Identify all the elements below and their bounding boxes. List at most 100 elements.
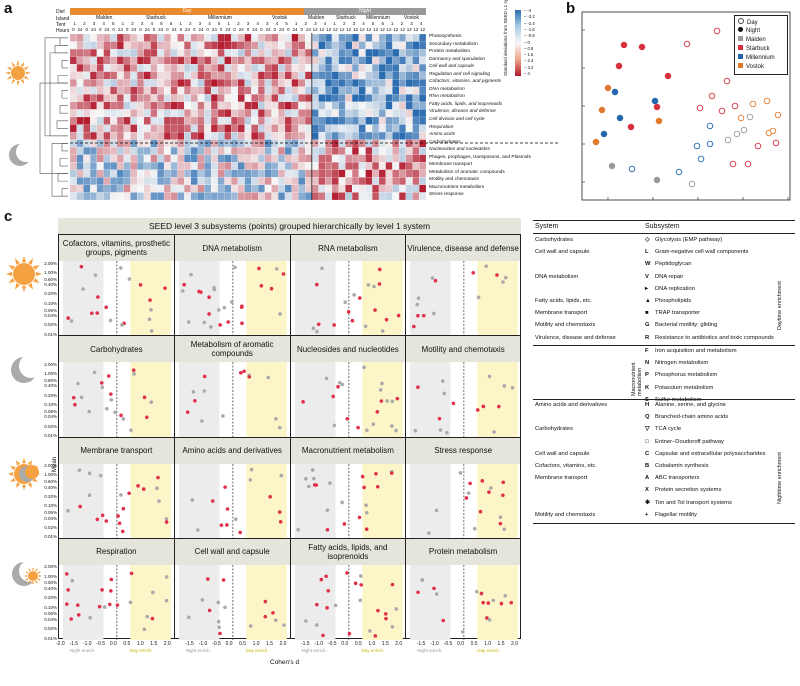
day-enrich-label: Day enrich. bbox=[245, 648, 269, 653]
heatmap-cell bbox=[123, 56, 131, 65]
heatmap-cell bbox=[90, 184, 97, 193]
legend-system: Fatty acids, lipids, etc. bbox=[535, 298, 593, 304]
heatmap-cell bbox=[190, 147, 198, 155]
heatmap-cell bbox=[419, 56, 427, 65]
subsystem-plot bbox=[178, 261, 287, 337]
heatmap-row-label: Cofactors, vitamins, and pigments bbox=[429, 79, 502, 85]
heatmap-cell bbox=[378, 64, 386, 72]
heatmap-cell bbox=[291, 132, 299, 140]
heatmap-cell bbox=[419, 147, 427, 155]
heatmap-cell bbox=[338, 33, 346, 42]
x-tick: -1.0 bbox=[82, 641, 92, 647]
subsystem-point bbox=[145, 614, 150, 619]
heatmap-cell bbox=[123, 86, 131, 95]
heatmap-cell bbox=[197, 116, 205, 125]
heatmap-cell bbox=[378, 41, 386, 50]
hour-label: 24 bbox=[211, 27, 217, 32]
subsystem-point bbox=[390, 582, 394, 587]
heatmap-cell bbox=[204, 64, 212, 72]
subsystem-point bbox=[182, 282, 186, 287]
heatmap-cell bbox=[231, 147, 238, 155]
heatmap-cell bbox=[157, 79, 165, 87]
heatmap-cell bbox=[338, 169, 346, 178]
sun-ray bbox=[31, 567, 35, 571]
heatmap-cell bbox=[392, 116, 400, 125]
panel-label-a: a bbox=[4, 0, 13, 17]
heatmap-cell bbox=[298, 86, 306, 95]
heatmap-cell bbox=[258, 116, 265, 125]
heatmap-cell bbox=[190, 86, 198, 95]
y-tick: 0.06% bbox=[44, 510, 57, 516]
heatmap-cell bbox=[412, 86, 420, 95]
subsystem-point bbox=[147, 317, 152, 322]
heatmap-cell bbox=[251, 56, 259, 65]
heatmap-cell bbox=[318, 33, 326, 42]
subsystem-point bbox=[233, 516, 238, 521]
heatmap-cell bbox=[264, 162, 272, 170]
heatmap-cell bbox=[217, 116, 225, 125]
heatmap-cell bbox=[224, 162, 232, 170]
subsystem-point bbox=[476, 408, 480, 413]
heatmap-cell bbox=[110, 139, 118, 148]
legend-symbol: ▸ bbox=[645, 285, 648, 292]
heatmap-cell bbox=[291, 184, 299, 193]
pca-point bbox=[737, 114, 745, 122]
heatmap-cell bbox=[150, 139, 158, 148]
subsystem-plot bbox=[178, 463, 287, 539]
heatmap-cell bbox=[358, 109, 366, 118]
heatmap-cell bbox=[69, 56, 77, 65]
sun-ray bbox=[16, 460, 21, 466]
heatmap-cell bbox=[352, 147, 359, 155]
heatmap-cell bbox=[110, 33, 118, 42]
heatmap-cell bbox=[170, 33, 178, 42]
subsystem-point bbox=[221, 577, 226, 582]
heatmap-cell bbox=[110, 56, 118, 65]
heatmap-cell bbox=[190, 116, 198, 125]
heatmap-cell bbox=[184, 147, 191, 155]
pca-point bbox=[697, 155, 705, 163]
dendro-branch bbox=[49, 52, 68, 137]
pca-point bbox=[718, 107, 726, 115]
heatmap-cell bbox=[76, 116, 84, 125]
sun-ray bbox=[37, 578, 41, 581]
heatmap-cell bbox=[170, 192, 178, 201]
moon-sun-icon bbox=[12, 560, 42, 586]
heatmap-cell bbox=[170, 184, 178, 193]
subsystem-point bbox=[109, 398, 114, 402]
heatmap-cell bbox=[184, 177, 191, 185]
heatmap-cell bbox=[150, 154, 158, 163]
heatmap-cell bbox=[237, 86, 245, 95]
heatmap-cell bbox=[331, 33, 339, 42]
heatmap-cell bbox=[190, 162, 198, 170]
subsystem-point bbox=[79, 395, 84, 400]
y-tick: 0.04% bbox=[44, 414, 57, 420]
subsystem-panel: Metabolism of aromatic compounds bbox=[173, 335, 290, 438]
heatmap-cell bbox=[258, 71, 265, 80]
subsystem-point bbox=[346, 310, 350, 314]
subsystem-point bbox=[163, 286, 167, 290]
heatmap-cell bbox=[298, 154, 306, 163]
heatmap-cell bbox=[399, 94, 406, 102]
heatmap-cell bbox=[197, 33, 205, 42]
heatmap-cell bbox=[76, 71, 84, 80]
pca-point bbox=[724, 136, 732, 144]
heatmap-cell bbox=[405, 41, 413, 50]
heatmap-cell bbox=[419, 177, 427, 185]
heatmap-cell bbox=[231, 71, 238, 80]
heatmap-cell bbox=[311, 79, 319, 87]
heatmap-cell bbox=[76, 41, 84, 50]
heatmap-cell bbox=[264, 41, 272, 50]
heatmap-cell bbox=[69, 132, 77, 140]
heatmap-cell bbox=[278, 192, 286, 201]
sun-ray bbox=[16, 482, 21, 488]
heatmap-cell bbox=[177, 139, 185, 148]
heatmap-cell bbox=[184, 124, 191, 133]
heatmap-cell bbox=[352, 132, 359, 140]
y-tick: 0.02% bbox=[44, 322, 57, 328]
heatmap-cell bbox=[197, 139, 205, 148]
heatmap-cell bbox=[405, 192, 413, 201]
pca-point bbox=[754, 142, 762, 150]
subsystem-point bbox=[216, 619, 221, 624]
heatmap-cell bbox=[331, 71, 339, 80]
legend-symbol: Q bbox=[645, 414, 650, 421]
